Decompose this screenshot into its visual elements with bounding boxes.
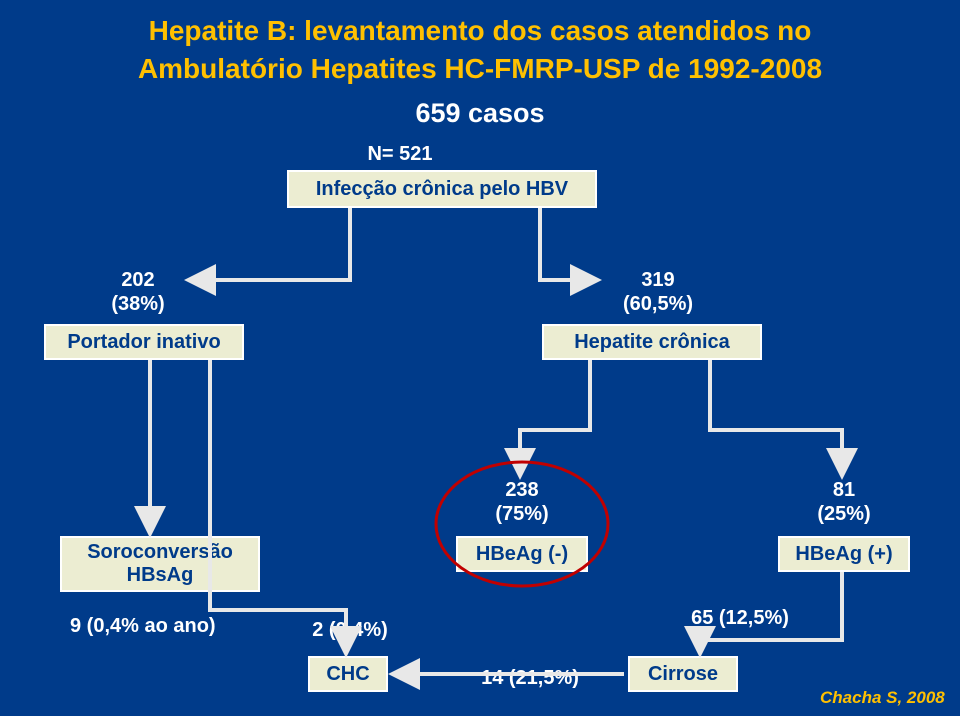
hbeag-pos-n: 81 bbox=[794, 478, 894, 502]
hbeag-neg-count: 238 (75%) bbox=[472, 478, 572, 526]
sero-box: Soroconversão HBsAg bbox=[60, 536, 260, 592]
hbeag-neg-pct: (75%) bbox=[472, 502, 572, 526]
chc-box: CHC bbox=[308, 656, 388, 692]
root-count: N= 521 bbox=[300, 142, 500, 166]
citation: Chacha S, 2008 bbox=[820, 688, 945, 708]
slide-subtitle: 659 casos bbox=[0, 98, 960, 129]
cirrose-from-pos-rate: 65 (12,5%) bbox=[670, 606, 810, 630]
sero-line-2: HBsAg bbox=[127, 564, 194, 587]
left-count-pct: (38%) bbox=[88, 292, 188, 316]
right-count-n: 319 bbox=[598, 268, 718, 292]
sero-rate: 9 (0,4% ao ano) bbox=[70, 614, 250, 638]
left-branch-box: Portador inativo bbox=[44, 324, 244, 360]
title-line-1: Hepatite B: levantamento dos casos atend… bbox=[0, 12, 960, 50]
right-count: 319 (60,5%) bbox=[598, 268, 718, 316]
chc-rate: 2 (0,4%) bbox=[290, 618, 410, 642]
left-count: 202 (38%) bbox=[88, 268, 188, 316]
right-count-pct: (60,5%) bbox=[598, 292, 718, 316]
hbeag-neg-box: HBeAg (-) bbox=[456, 536, 588, 572]
slide-title: Hepatite B: levantamento dos casos atend… bbox=[0, 12, 960, 88]
cirrose-box: Cirrose bbox=[628, 656, 738, 692]
left-count-n: 202 bbox=[88, 268, 188, 292]
sero-line-1: Soroconversão bbox=[87, 541, 233, 564]
title-line-2: Ambulatório Hepatites HC-FMRP-USP de 199… bbox=[0, 50, 960, 88]
right-branch-box: Hepatite crônica bbox=[542, 324, 762, 360]
cirrose-rate: 14 (21,5%) bbox=[460, 666, 600, 690]
hbeag-pos-pct: (25%) bbox=[794, 502, 894, 526]
root-box: Infecção crônica pelo HBV bbox=[287, 170, 597, 208]
slide-root: Hepatite B: levantamento dos casos atend… bbox=[0, 0, 960, 716]
hbeag-neg-n: 238 bbox=[472, 478, 572, 502]
hbeag-pos-box: HBeAg (+) bbox=[778, 536, 910, 572]
hbeag-pos-count: 81 (25%) bbox=[794, 478, 894, 526]
